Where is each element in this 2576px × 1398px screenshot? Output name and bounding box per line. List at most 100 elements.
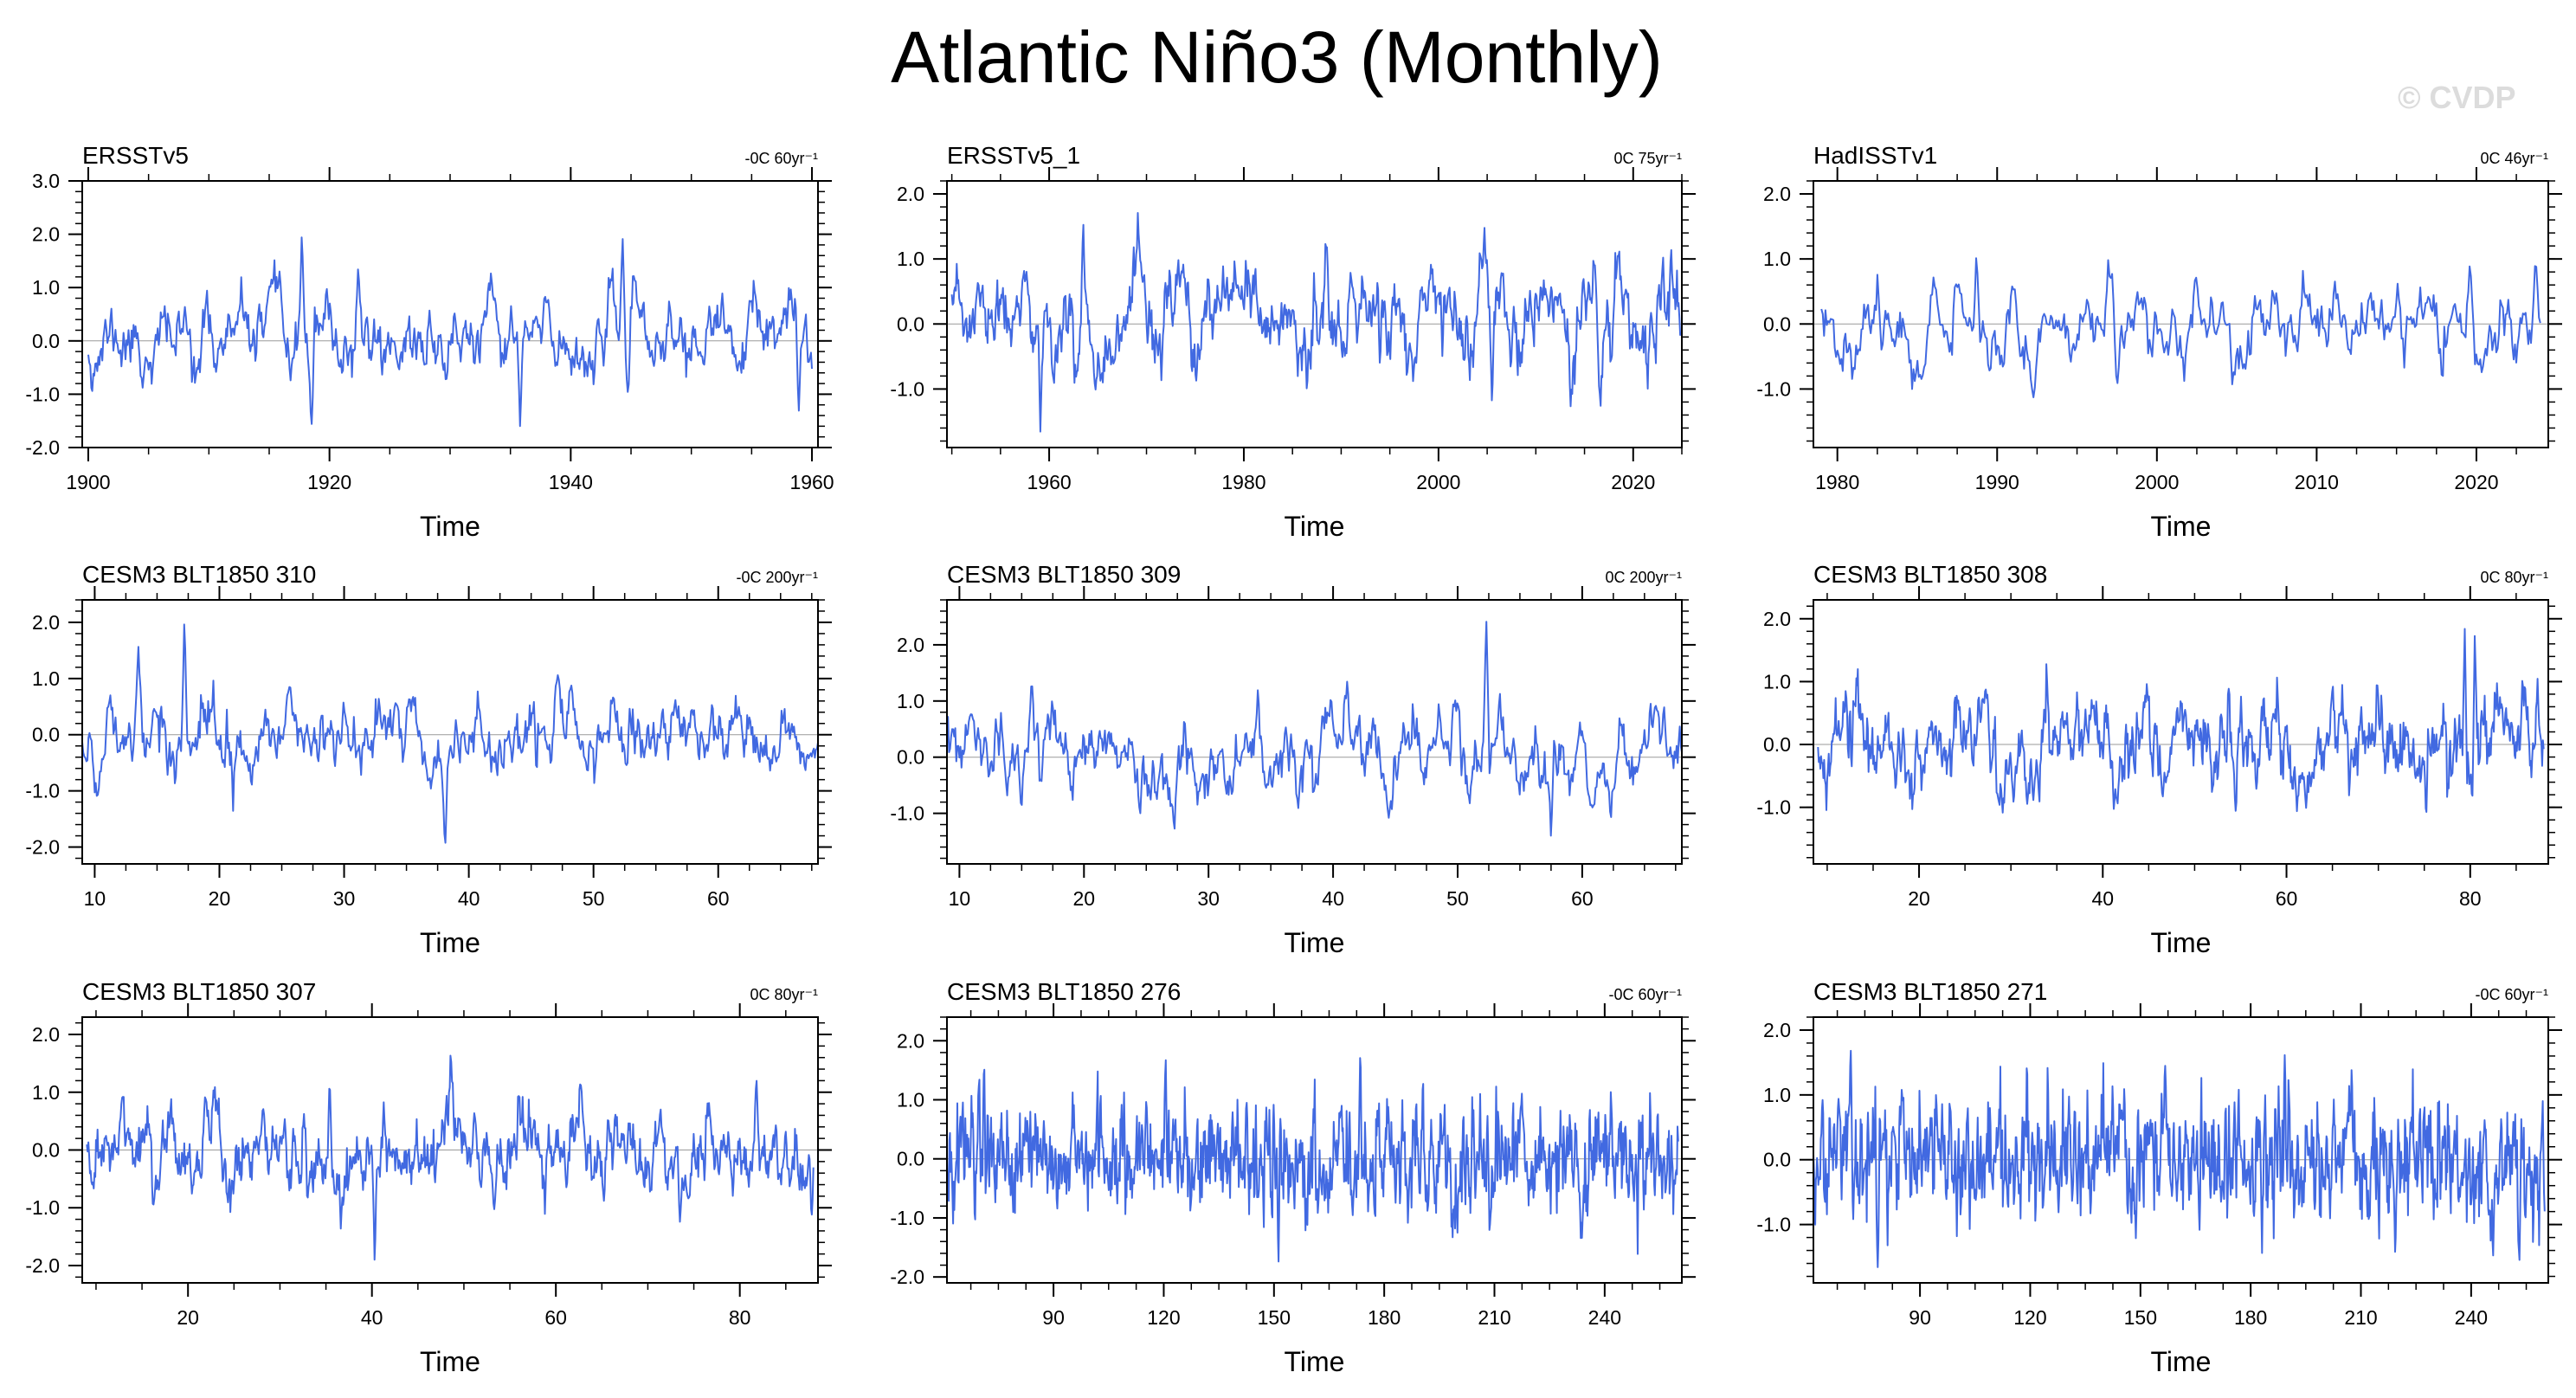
plot-frame xyxy=(1813,1016,2549,1284)
series-line xyxy=(81,623,819,844)
x-axis-label: Time xyxy=(2151,511,2212,542)
plot-frame xyxy=(81,599,819,865)
y-tick-label: 2.0 xyxy=(1763,608,1791,630)
y-tick-label: -1.0 xyxy=(1756,796,1791,819)
y-tick-label: -2.0 xyxy=(890,1266,924,1288)
y-tick-label: 2.0 xyxy=(32,223,60,246)
trend-annotation: 0C 200yr⁻¹ xyxy=(1605,569,1682,586)
y-tick-label: 2.0 xyxy=(32,611,60,634)
plot-frame xyxy=(946,599,1683,865)
x-tick-label: 210 xyxy=(1478,1306,1510,1329)
y-tick-label: 0.0 xyxy=(32,724,60,746)
y-tick-label: 2.0 xyxy=(897,1029,924,1052)
x-tick-label: 40 xyxy=(2091,887,2114,910)
x-tick-label: 1940 xyxy=(549,471,593,493)
y-tick-label: -1.0 xyxy=(25,1196,60,1219)
x-tick-label: 120 xyxy=(1147,1306,1180,1329)
panel-title: CESM3 BLT1850 276 xyxy=(947,978,1181,1005)
panel-title: ERSSTv5 xyxy=(82,142,189,169)
x-tick-label: 150 xyxy=(1258,1306,1291,1329)
panel-7: 20 40 60 80 -2.0 -1.0 0.0 1.0 2.0 CESM3 BLT1850 3… xyxy=(25,978,832,1377)
panel-title: ERSSTv5_1 xyxy=(947,142,1080,169)
y-tick-label: 1.0 xyxy=(32,276,60,299)
x-tick-label: 60 xyxy=(1571,887,1594,910)
x-axis-label: Time xyxy=(2151,927,2212,958)
figure-title: Atlantic Niño3 (Monthly) xyxy=(891,16,1663,98)
y-tick-label: -1.0 xyxy=(890,802,924,825)
x-tick-label: 40 xyxy=(458,887,480,910)
x-tick-label: 20 xyxy=(1072,887,1095,910)
x-tick-label: 2020 xyxy=(1611,471,1655,493)
panel-6: 20 40 60 80 -1.0 0.0 1.0 2.0 CESM3 BLT1850 308 0C… xyxy=(1756,561,2562,958)
series-line xyxy=(1817,628,2545,814)
y-tick-label: -1.0 xyxy=(890,377,924,400)
x-tick-label: 180 xyxy=(1368,1306,1401,1329)
x-tick-label: 240 xyxy=(1588,1306,1621,1329)
panel-4: 10 20 30 40 50 60 -2.0 -1.0 0.0 1.0 2.0 CESM3 BLT18… xyxy=(25,561,832,958)
plot-frame xyxy=(81,180,819,448)
trend-annotation: 0C 75yr⁻¹ xyxy=(1613,150,1682,167)
x-tick-label: 60 xyxy=(544,1306,567,1329)
x-axis-label: Time xyxy=(1285,511,1345,542)
x-tick-label: 40 xyxy=(1322,887,1344,910)
y-tick-label: 0.0 xyxy=(897,1148,924,1170)
y-tick-label: 0.0 xyxy=(32,1139,60,1162)
x-tick-label: 1960 xyxy=(1027,471,1071,493)
panel-3: 1980 1990 2000 2010 2020 -1.0 0.0 1.0 2.0 HadISST… xyxy=(1756,142,2562,542)
series-line xyxy=(86,1054,815,1261)
panel-1: 1900 1920 1940 1960 -2.0 -1.0 0.0 1.0 2.0 3.0 ERSS… xyxy=(25,142,834,542)
panel-title: CESM3 BLT1850 307 xyxy=(82,978,316,1005)
x-tick-label: 1960 xyxy=(789,471,834,493)
y-tick-label: -2.0 xyxy=(25,436,60,459)
y-tick-label: 1.0 xyxy=(897,1089,924,1111)
x-tick-label: 1920 xyxy=(307,471,351,493)
trend-annotation: -0C 60yr⁻¹ xyxy=(744,150,818,167)
y-tick-label: 1.0 xyxy=(1763,248,1791,270)
y-tick-label: 1.0 xyxy=(897,690,924,712)
y-tick-label: 0.0 xyxy=(897,312,924,335)
y-tick-label: -2.0 xyxy=(25,836,60,859)
plot-frame xyxy=(946,180,1683,448)
panel-title: CESM3 BLT1850 308 xyxy=(1813,561,2047,588)
panel-title: CESM3 BLT1850 309 xyxy=(947,561,1181,588)
y-tick-label: 3.0 xyxy=(32,170,60,192)
panel-5: 10 20 30 40 50 60 -1.0 0.0 1.0 2.0 CESM3 BLT1850 3… xyxy=(890,561,1696,958)
trend-annotation: -0C 60yr⁻¹ xyxy=(2475,986,2548,1003)
x-tick-label: 90 xyxy=(1042,1306,1065,1329)
x-axis-label: Time xyxy=(420,511,480,542)
panel-2: 1960 1980 2000 2020 -1.0 0.0 1.0 2.0 ERSSTv5_1 0C… xyxy=(890,142,1696,542)
y-tick-label: -1.0 xyxy=(1756,377,1791,400)
y-tick-label: 0.0 xyxy=(1763,312,1791,335)
x-tick-label: 20 xyxy=(177,1306,199,1329)
series-line xyxy=(1813,1049,2546,1268)
y-tick-label: 1.0 xyxy=(1763,670,1791,693)
x-tick-label: 1990 xyxy=(1975,471,2019,493)
panel-title: CESM3 BLT1850 271 xyxy=(1813,978,2047,1005)
x-tick-label: 1980 xyxy=(1221,471,1265,493)
x-tick-label: 50 xyxy=(583,887,605,910)
panel-8: 90 120 150 180 210 240 -2.0 -1.0 0.0 1.0 2.0 CESM3 … xyxy=(890,978,1696,1377)
plot-frame xyxy=(1813,180,2549,448)
x-tick-label: 240 xyxy=(2455,1306,2488,1329)
x-tick-label: 40 xyxy=(361,1306,383,1329)
x-axis-label: Time xyxy=(420,927,480,958)
x-tick-label: 180 xyxy=(2234,1306,2267,1329)
y-tick-label: 2.0 xyxy=(897,183,924,205)
y-tick-label: -2.0 xyxy=(25,1254,60,1277)
x-tick-label: 150 xyxy=(2124,1306,2157,1329)
series-line xyxy=(1820,257,2541,398)
y-tick-label: 0.0 xyxy=(32,330,60,352)
trend-annotation: -0C 60yr⁻¹ xyxy=(1608,986,1682,1003)
trend-annotation: -0C 200yr⁻¹ xyxy=(736,569,818,586)
x-tick-label: 210 xyxy=(2344,1306,2377,1329)
x-tick-label: 30 xyxy=(1197,887,1220,910)
x-tick-label: 10 xyxy=(949,887,971,910)
x-axis-label: Time xyxy=(2151,1346,2212,1377)
trend-annotation: 0C 80yr⁻¹ xyxy=(750,986,818,1003)
x-tick-label: 80 xyxy=(729,1306,751,1329)
y-tick-label: 1.0 xyxy=(897,248,924,270)
y-tick-label: 2.0 xyxy=(32,1023,60,1046)
x-tick-label: 10 xyxy=(84,887,106,910)
panel-9: 90 120 150 180 210 240 -1.0 0.0 1.0 2.0 CESM3 BLT1… xyxy=(1756,978,2562,1377)
y-tick-label: -1.0 xyxy=(1756,1214,1791,1236)
